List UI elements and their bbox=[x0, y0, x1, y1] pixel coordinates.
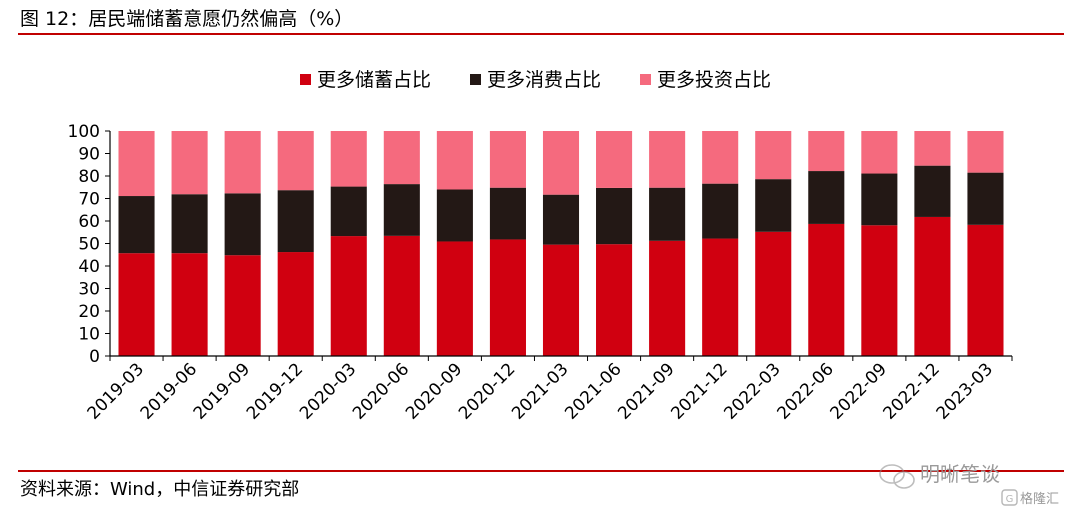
bar-consumption-2022-12 bbox=[914, 165, 951, 217]
bar-consumption-2019-03 bbox=[118, 196, 155, 254]
x-tick-label: 2022-12 bbox=[880, 359, 944, 423]
bar-consumption-2019-06 bbox=[171, 194, 208, 254]
x-tick-label: 2021-03 bbox=[508, 359, 572, 423]
bar-savings-2021-03 bbox=[542, 244, 580, 357]
x-tick-label: 2022-09 bbox=[827, 359, 891, 423]
bar-savings-2021-12 bbox=[702, 238, 739, 356]
gelonghui-logo-icon: G bbox=[1001, 489, 1018, 506]
source-note: 资料来源：Wind，中信证券研究部 bbox=[20, 479, 300, 500]
bar-savings-2021-09 bbox=[649, 240, 686, 356]
bar-savings-2020-12 bbox=[489, 239, 526, 356]
bar-investment-2021-06 bbox=[596, 131, 633, 188]
bar-investment-2020-03 bbox=[330, 131, 367, 187]
y-tick-label: 40 bbox=[78, 257, 100, 277]
bar-investment-2022-12 bbox=[914, 131, 951, 166]
x-tick-label: 2023-03 bbox=[933, 359, 997, 423]
bar-investment-2019-06 bbox=[171, 131, 208, 195]
x-tick-label: 2020-06 bbox=[349, 359, 413, 423]
y-tick-label: 50 bbox=[78, 235, 100, 255]
bar-consumption-2021-03 bbox=[542, 194, 580, 245]
bar-consumption-2020-12 bbox=[489, 187, 526, 240]
bar-consumption-2022-03 bbox=[755, 179, 792, 232]
bar-savings-2020-06 bbox=[383, 235, 420, 356]
y-tick-label: 100 bbox=[68, 122, 100, 142]
x-tick-label: 2022-03 bbox=[720, 359, 784, 423]
bar-investment-2020-09 bbox=[436, 131, 473, 190]
svg-text:G: G bbox=[1006, 494, 1014, 505]
bar-consumption-2019-09 bbox=[224, 193, 261, 256]
bar-consumption-2021-09 bbox=[649, 187, 686, 241]
y-tick-label: 80 bbox=[78, 167, 100, 187]
x-tick-label: 2019-12 bbox=[243, 359, 307, 423]
x-tick-label: 2020-09 bbox=[402, 359, 466, 423]
bar-investment-2020-12 bbox=[489, 131, 526, 188]
y-tick-label: 20 bbox=[78, 302, 100, 322]
bar-investment-2022-03 bbox=[755, 131, 792, 180]
stacked-bar-chart: 更多储蓄占比 更多消费占比 更多投资占比 2019-032019-062019-09… bbox=[68, 69, 1013, 424]
bar-savings-2023-03 bbox=[967, 224, 1004, 356]
bar-consumption-2021-06 bbox=[596, 187, 633, 245]
bar-investment-2023-03 bbox=[967, 131, 1004, 173]
watermark-brand: 格隆汇 bbox=[1020, 491, 1059, 507]
bar-consumption-2020-03 bbox=[330, 186, 367, 237]
bar-investment-2021-09 bbox=[649, 131, 686, 188]
bar-investment-2022-09 bbox=[861, 131, 898, 174]
wechat-icon bbox=[879, 464, 915, 489]
figure-title: 图 12：居民端储蓄意愿仍然偏高（%） bbox=[20, 8, 354, 30]
y-tick-label: 10 bbox=[78, 325, 100, 345]
watermark-text: 明晰笔谈 bbox=[920, 462, 1000, 486]
bar-savings-2022-06 bbox=[808, 223, 845, 356]
bar-savings-2022-03 bbox=[755, 231, 792, 356]
x-tick-label: 2021-09 bbox=[614, 359, 678, 423]
bar-consumption-2022-06 bbox=[808, 171, 845, 224]
bar-investment-2021-12 bbox=[702, 131, 739, 184]
bar-group bbox=[118, 131, 1004, 357]
title-rule bbox=[18, 33, 1064, 35]
x-tick-label: 2019-09 bbox=[190, 359, 254, 423]
bar-investment-2020-06 bbox=[383, 131, 420, 185]
legend-swatch bbox=[470, 74, 481, 85]
bar-savings-2020-03 bbox=[330, 236, 367, 356]
bar-savings-2019-12 bbox=[277, 252, 314, 356]
bar-consumption-2020-09 bbox=[436, 189, 473, 242]
legend-label: 更多储蓄占比 bbox=[317, 69, 431, 91]
legend-swatch bbox=[640, 74, 651, 85]
bar-savings-2021-06 bbox=[596, 244, 633, 356]
x-tick-label: 2021-06 bbox=[561, 359, 625, 423]
bar-consumption-2021-12 bbox=[702, 183, 739, 239]
x-tick-label: 2019-06 bbox=[137, 359, 201, 423]
bar-consumption-2020-06 bbox=[383, 184, 420, 236]
y-tick-label: 60 bbox=[78, 212, 100, 232]
source-rule bbox=[18, 470, 1064, 472]
x-tick-label: 2022-06 bbox=[773, 359, 837, 423]
bar-savings-2019-03 bbox=[118, 253, 155, 356]
bar-savings-2019-06 bbox=[171, 253, 208, 356]
bar-consumption-2023-03 bbox=[967, 172, 1004, 225]
bar-investment-2022-06 bbox=[808, 131, 845, 172]
watermark: 明晰笔谈 G 格隆汇 bbox=[879, 462, 1059, 507]
y-tick-label: 30 bbox=[78, 280, 100, 300]
x-tick-label: 2020-03 bbox=[296, 359, 360, 423]
legend-swatch bbox=[300, 74, 311, 85]
y-tick-label: 90 bbox=[78, 145, 100, 165]
x-tick-label: 2020-12 bbox=[455, 359, 519, 423]
bar-consumption-2019-12 bbox=[277, 190, 314, 253]
chart-legend: 更多储蓄占比 更多消费占比 更多投资占比 bbox=[300, 69, 771, 91]
bar-investment-2019-09 bbox=[224, 131, 261, 194]
y-tick-label: 0 bbox=[89, 347, 100, 367]
bar-savings-2020-09 bbox=[436, 241, 473, 356]
bar-savings-2022-12 bbox=[914, 216, 951, 356]
legend-label: 更多消费占比 bbox=[487, 69, 601, 91]
x-tick-label: 2019-03 bbox=[84, 359, 148, 423]
bar-savings-2019-09 bbox=[224, 255, 261, 356]
bar-investment-2021-03 bbox=[542, 131, 580, 195]
x-tick-label: 2021-12 bbox=[667, 359, 731, 423]
legend-label: 更多投资占比 bbox=[657, 69, 771, 91]
y-tick-label: 70 bbox=[78, 190, 100, 210]
bar-consumption-2022-09 bbox=[861, 173, 898, 226]
bar-savings-2022-09 bbox=[861, 225, 898, 356]
bar-investment-2019-03 bbox=[118, 131, 155, 197]
bar-investment-2019-12 bbox=[277, 131, 314, 191]
